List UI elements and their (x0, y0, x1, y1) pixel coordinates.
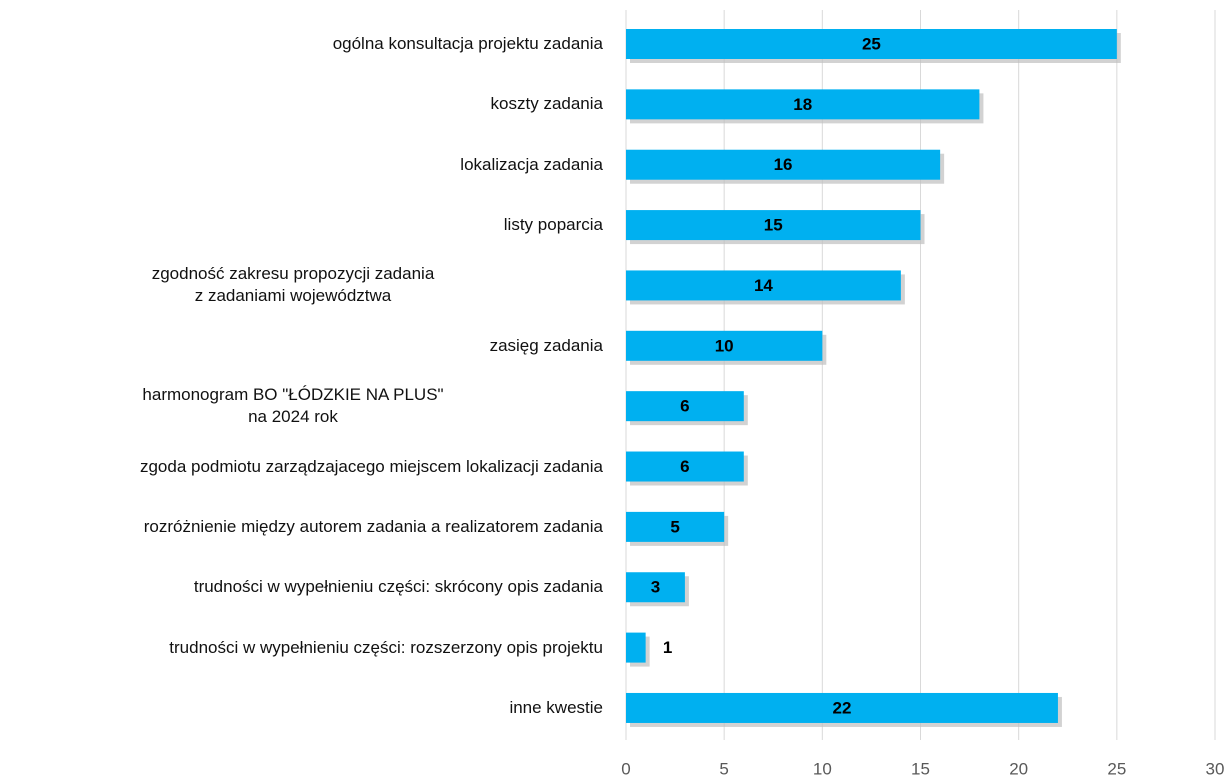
bar (626, 572, 685, 603)
category-label: trudności w wypełnieniu części: skrócony… (193, 577, 603, 597)
x-tick-label: 5 (719, 759, 728, 778)
bar (626, 692, 1058, 723)
category-label: zasięg zadania (489, 335, 603, 355)
value-label: 16 (774, 155, 793, 174)
bar (626, 210, 921, 241)
bar (626, 330, 823, 361)
category-label: listy poparcia (503, 215, 603, 235)
category-label: trudności w wypełnieniu części: rozszerz… (169, 637, 603, 657)
value-label: 10 (715, 336, 734, 355)
value-label: 3 (651, 578, 660, 597)
category-label: lokalizacja zadania (460, 154, 603, 174)
category-label: harmonogram BO "ŁÓDZKIE NA PLUS" na 2024… (142, 385, 444, 427)
value-label: 6 (680, 457, 689, 476)
value-label: 1 (663, 638, 672, 657)
bar (626, 270, 901, 301)
value-label: 25 (862, 34, 881, 53)
bar (626, 391, 744, 422)
value-label: 5 (670, 517, 679, 536)
category-label: zgoda podmiotu zarządzajacego miejscem l… (139, 456, 603, 476)
x-tick-label: 0 (621, 759, 630, 778)
bar (626, 29, 1117, 59)
value-label: 15 (764, 216, 783, 235)
x-tick-label: 30 (1206, 759, 1225, 778)
x-tick-label: 20 (1009, 759, 1028, 778)
x-tick-label: 15 (911, 759, 930, 778)
x-tick-label: 10 (813, 759, 832, 778)
x-tick-label: 25 (1107, 759, 1126, 778)
category-label: zgodność zakresu propozycji zadania z za… (151, 264, 435, 306)
value-label: 22 (833, 698, 852, 717)
bar (626, 451, 744, 482)
bar (626, 89, 980, 120)
bar (626, 149, 941, 180)
value-label: 6 (680, 397, 689, 416)
category-label: rozróżnienie między autorem zadania a re… (143, 516, 603, 536)
value-label: 14 (754, 276, 773, 295)
category-label: koszty zadania (490, 94, 603, 114)
bar (626, 632, 646, 663)
bar (626, 511, 725, 542)
category-label: inne kwestie (509, 697, 603, 717)
value-label: 18 (793, 95, 812, 114)
category-label: ogólna konsultacja projektu zadania (332, 34, 603, 53)
